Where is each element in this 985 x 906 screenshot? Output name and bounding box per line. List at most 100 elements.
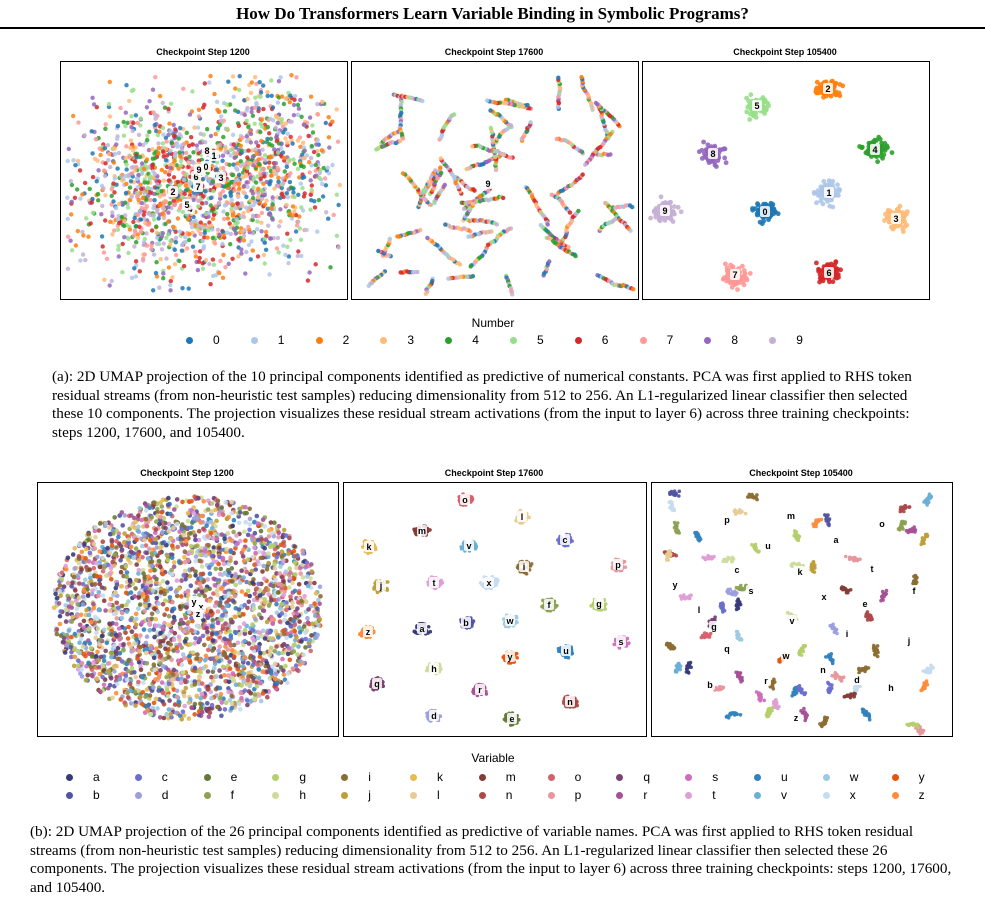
legend-label: i — [368, 770, 371, 784]
legend-label: o — [574, 770, 582, 784]
cluster-label-8: 8 — [202, 145, 212, 156]
legend-a-item-9: 9 — [769, 333, 803, 347]
cluster-label-p: p — [613, 559, 623, 570]
legend-label: 6 — [601, 333, 609, 347]
legend-b-item-s: s — [685, 770, 718, 784]
legend-a-item-7: 7 — [639, 333, 673, 347]
cluster-label-h: h — [429, 663, 439, 674]
legend-label: b — [93, 788, 100, 802]
cluster-label-e: e — [860, 598, 870, 609]
panel-b1-title: Checkpoint Step 1200 — [140, 468, 234, 478]
cluster-label-y: y — [505, 651, 515, 662]
umap-panel-a-step17600: 9 — [351, 61, 639, 300]
legend-label: z — [918, 788, 925, 802]
cluster-label-0: 0 — [760, 206, 770, 217]
cluster-label-m: m — [417, 525, 427, 536]
legend-b-item-r: r — [616, 788, 647, 802]
legend-marker — [380, 336, 388, 344]
legend-marker — [616, 791, 624, 799]
cluster-label-3: 3 — [216, 172, 226, 183]
svg-text:2: 2 — [170, 187, 175, 197]
legend-label: 5 — [537, 333, 544, 347]
legend-label: 2 — [342, 333, 350, 347]
legend-b-item-y: y — [891, 770, 925, 784]
legend-label: j — [368, 788, 371, 802]
legend-b-item-z: z — [891, 788, 925, 802]
scatter-b-step1200: y xz — [51, 494, 323, 722]
legend-b-item-j: j — [341, 788, 371, 802]
cluster-label-3: 3 — [891, 213, 901, 224]
legend-marker — [134, 791, 142, 799]
legend-a-item-6: 6 — [574, 333, 609, 347]
legend-marker — [315, 336, 323, 344]
legend-marker — [822, 773, 830, 781]
legend-marker — [547, 773, 555, 781]
legend-marker — [639, 336, 647, 344]
legend-label: 3 — [407, 333, 415, 347]
cluster-label-q: q — [372, 678, 382, 689]
cluster-label-r: r — [761, 675, 771, 686]
cluster-label-6: 6 — [824, 267, 834, 278]
scatter-b-step17600: a b c d e f g h i j k l m n o p q r s t u v w x y z — [358, 492, 631, 727]
legend-b-item-f: f — [203, 788, 234, 802]
legend-marker — [410, 791, 417, 799]
panel-a3-title: Checkpoint Step 105400 — [733, 47, 837, 57]
legend-b-item-i: i — [341, 770, 371, 784]
panel-a2-title: Checkpoint Step 17600 — [444, 47, 544, 57]
cluster-label-j: j — [376, 580, 386, 591]
panel-a1-title: Checkpoint Step 1200 — [156, 47, 250, 57]
legend-label: f — [230, 788, 234, 802]
legend-label: t — [712, 788, 716, 802]
cluster-label-k: k — [364, 541, 374, 552]
legend-a-item-1: 1 — [250, 333, 284, 347]
cluster-label-l: l — [694, 604, 704, 615]
cluster-label-j: j — [904, 635, 914, 646]
legend-b-item-t: t — [685, 788, 716, 802]
cluster-label-2: 2 — [823, 83, 833, 94]
cluster-label-p: p — [722, 514, 732, 525]
cluster-label-g: g — [594, 598, 604, 609]
svg-text:3: 3 — [893, 214, 898, 224]
legend-b-item-d: d — [134, 788, 169, 802]
cluster-label-m: m — [786, 510, 796, 521]
legend-label: 8 — [731, 333, 739, 347]
legend-label: c — [161, 770, 168, 784]
legend-label: d — [161, 788, 169, 802]
legend-marker — [510, 336, 517, 344]
cluster-label-o: o — [877, 518, 887, 529]
page-title: How Do Transformers Learn Variable Bindi… — [236, 4, 749, 23]
svg-text:5: 5 — [754, 101, 759, 111]
legend-b-item-l: l — [410, 788, 440, 802]
legend-b-item-x: x — [822, 788, 856, 802]
legend-label: u — [781, 770, 788, 784]
legend-marker — [574, 336, 582, 344]
legend-a-item-0: 0 — [186, 333, 220, 347]
svg-text:0: 0 — [762, 207, 767, 217]
legend-b-item-b: b — [66, 788, 100, 802]
legend-label: 9 — [796, 333, 803, 347]
legend-label: x — [849, 788, 856, 802]
svg-text:9: 9 — [485, 179, 490, 189]
legend-marker — [445, 336, 453, 344]
legend-label: y — [918, 770, 925, 784]
scatter-a-step105400: 0 1 2 3 4 5 6 7 8 9 — [648, 78, 910, 292]
legend-marker — [891, 773, 899, 781]
cluster-label-2: 2 — [168, 186, 178, 197]
umap-panel-a-step105400: 0 1 2 3 4 5 6 7 8 9 — [642, 61, 930, 300]
legend-b-title: Variable — [471, 751, 515, 765]
cluster-label-g: g — [709, 621, 719, 632]
cluster-label-z: z — [193, 608, 203, 619]
cluster-label-n: n — [565, 696, 575, 707]
cluster-label-s: s — [746, 585, 756, 596]
legend-label: n — [505, 788, 513, 802]
legend-label: e — [230, 770, 238, 784]
legend-a-item-3: 3 — [380, 333, 414, 347]
legend-marker — [272, 791, 280, 799]
legend-b-item-h: h — [272, 788, 306, 802]
svg-text:0: 0 — [203, 162, 208, 172]
legend-label: h — [299, 788, 307, 802]
legend-b-item-m: m — [478, 770, 516, 784]
cluster-label-t: t — [867, 563, 877, 574]
